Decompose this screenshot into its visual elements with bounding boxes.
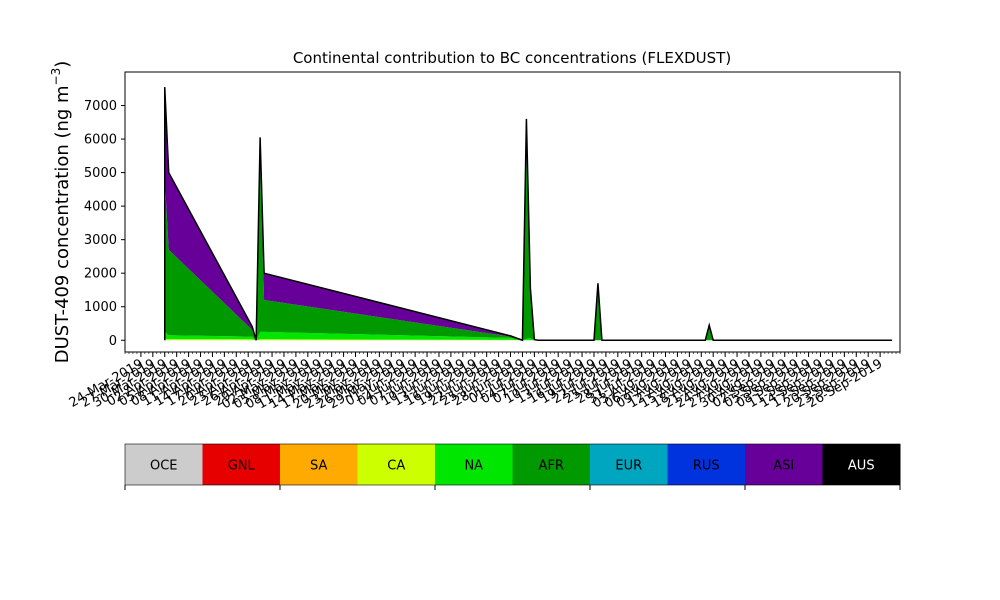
legend-label-oce: OCE <box>150 459 178 474</box>
y-tick-label: 1000 <box>84 300 117 315</box>
legend-swatch-afr <box>512 444 591 485</box>
legend-label-afr: AFR <box>539 459 564 474</box>
legend-frame <box>124 443 901 486</box>
legend-label-ca: CA <box>387 459 405 474</box>
legend-swatch-sa <box>280 444 358 485</box>
total-outline <box>163 87 893 342</box>
area-na <box>164 331 893 341</box>
legend-swatch-eur <box>590 444 668 485</box>
y-tick-label: 2000 <box>84 267 117 282</box>
legend-label-na: NA <box>464 459 483 474</box>
legend-swatch-oce <box>125 444 203 485</box>
y-axis-label-text: DUST-409 concentration (ng m <box>52 85 73 363</box>
y-tick-label: 4000 <box>84 200 117 215</box>
y-tick-label: 5000 <box>84 166 117 181</box>
y-tick-label: 6000 <box>84 133 117 148</box>
y-axis-ticks: 0 1000 2000 3000 4000 5000 6000 7000 <box>84 99 125 349</box>
plot-frame <box>124 71 901 353</box>
y-tick-label: 3000 <box>84 233 117 248</box>
y-tick-label: 0 <box>109 334 117 349</box>
area-ca <box>164 339 893 341</box>
legend-label-sa: SA <box>310 459 327 474</box>
chart-title: Continental contribution to BC concentra… <box>293 49 731 67</box>
y-tick-label: 7000 <box>84 99 117 114</box>
legend-swatch-rus <box>667 444 746 485</box>
y-axis-label: DUST-409 concentration (ng m−3) <box>49 61 73 364</box>
x-axis-ticks: 24-Mar-201927-Mar-201930-Mar-201902-Apr-… <box>67 352 901 412</box>
legend-label-gnl: GNL <box>228 459 256 474</box>
legend: OCE GNL SA CA NA AFR EUR RUS ASI AUS <box>124 443 901 490</box>
legend-swatch-gnl <box>202 444 281 485</box>
legend-swatch-ca <box>357 444 436 485</box>
legend-label-aus: AUS <box>848 459 875 474</box>
area-afr <box>164 150 893 341</box>
legend-label-rus: RUS <box>693 459 720 474</box>
legend-label-asi: ASI <box>773 459 794 474</box>
legend-swatch-asi <box>745 444 823 485</box>
y-axis-label-superscript: −3 <box>49 68 63 86</box>
legend-swatch-na <box>435 444 513 485</box>
y-axis-label-close: ) <box>52 61 73 68</box>
legend-label-eur: EUR <box>615 459 642 474</box>
legend-swatch-aus <box>822 444 901 485</box>
